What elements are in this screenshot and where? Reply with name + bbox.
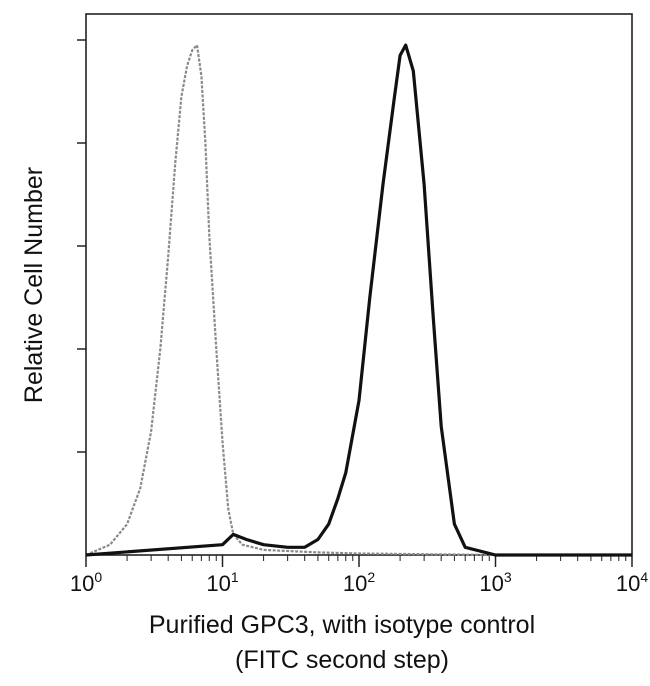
x-axis-label-line1: Purified GPC3, with isotype control — [149, 611, 535, 639]
x-tick-label: 102 — [343, 569, 375, 596]
x-tick-label: 100 — [70, 569, 102, 596]
isotype-control-trace — [85, 43, 632, 557]
x-axis-ticks — [85, 555, 633, 567]
series-layer — [85, 43, 632, 557]
x-axis-label-line2: (FITC second step) — [235, 646, 449, 674]
gpc3-trace — [85, 43, 632, 557]
x-axis-tick-labels: 100 101 102 103 104 — [70, 569, 648, 596]
x-tick-label: 101 — [206, 569, 238, 596]
y-axis-ticks — [77, 39, 86, 453]
x-tick-label: 103 — [479, 569, 511, 596]
y-axis-label: Relative Cell Number — [20, 167, 48, 403]
x-tick-label: 104 — [616, 569, 648, 596]
